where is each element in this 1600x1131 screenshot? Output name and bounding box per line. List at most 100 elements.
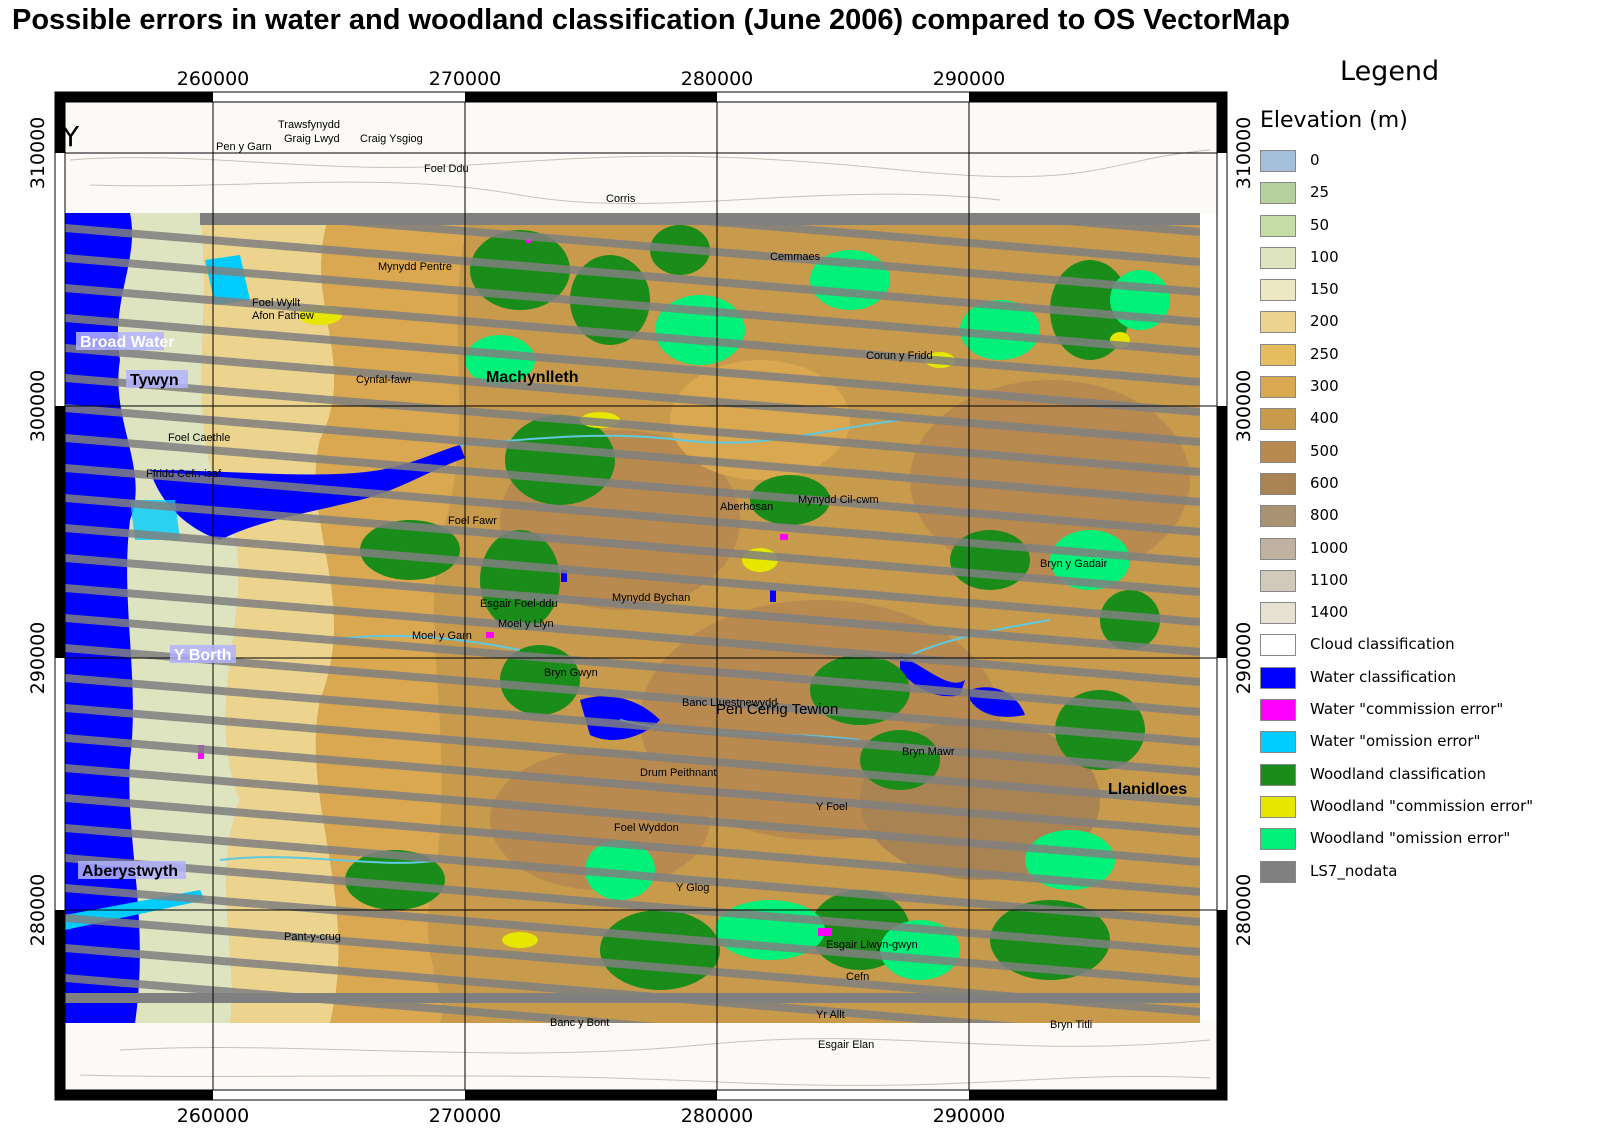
basemap-top-strip	[65, 102, 1217, 214]
grid-y-right-0: 310000	[1233, 117, 1255, 190]
place-label: Moel y Llyn	[498, 618, 554, 630]
legend-swatch	[1260, 666, 1296, 689]
legend-label: 0	[1310, 151, 1320, 169]
legend-label: 800	[1310, 506, 1339, 525]
place-label: Esgair Foel-ddu	[480, 598, 558, 610]
legend-label: Woodland classification	[1310, 764, 1487, 783]
place-label: Pen Cerrig Tewion	[716, 701, 838, 718]
legend-swatch	[1260, 150, 1296, 172]
place-label: Pant-y-crug	[284, 931, 341, 943]
legend-swatch	[1260, 795, 1296, 818]
place-label: Y Borth	[174, 647, 231, 664]
legend-swatch	[1260, 731, 1296, 754]
place-label: Bryn y Gadair	[1040, 558, 1108, 570]
place-label: Afon Fathew	[252, 310, 314, 322]
grid-x-top-3: 290000	[933, 68, 1006, 90]
legend-swatch	[1260, 440, 1296, 463]
basemap-bottom-strip	[65, 1020, 1217, 1090]
legend-label: 400	[1310, 409, 1339, 428]
legend-swatch	[1260, 472, 1296, 495]
place-label: Y Glog	[676, 882, 709, 894]
place-label: Aberystwyth	[82, 863, 178, 880]
legend-swatch	[1260, 408, 1296, 431]
legend-subtitle: Elevation (m)	[1260, 108, 1408, 133]
legend-swatch	[1260, 763, 1296, 786]
place-label: Mynydd Bychan	[612, 592, 690, 604]
grid-y-left-1: 300000	[27, 370, 49, 443]
legend-swatch	[1260, 214, 1296, 237]
place-label: Moel y Garn	[412, 630, 472, 642]
place-label: Esgair Llwyn-gwyn	[826, 939, 918, 951]
place-label: Corun y Fridd	[866, 350, 933, 362]
legend-swatch	[1260, 279, 1296, 302]
legend-swatch	[1260, 602, 1296, 625]
legend-swatch	[1260, 376, 1296, 399]
grid-y-left-2: 290000	[27, 622, 49, 695]
grid-y-right-2: 290000	[1233, 622, 1255, 695]
place-label: Foel Wyddon	[614, 822, 679, 834]
legend-label: 50	[1310, 215, 1330, 234]
frame-border-bars	[54, 91, 1228, 1101]
legend-swatch	[1260, 569, 1296, 592]
place-label: Cefn	[846, 971, 869, 983]
place-label: Foel Ddu	[424, 163, 469, 175]
grid-x-top-2: 280000	[681, 68, 754, 90]
grid-x-bottom-0: 260000	[177, 1105, 250, 1127]
legend-label: 600	[1310, 473, 1339, 492]
legend-swatch	[1260, 828, 1296, 851]
place-label: Llanidloes	[1108, 781, 1187, 798]
legend-label: 200	[1310, 312, 1339, 331]
legend-label: Water "omission error"	[1310, 732, 1481, 751]
grid-y-left-3: 280000	[27, 874, 49, 947]
legend-label: 250	[1310, 344, 1339, 363]
place-label: Aberhosan	[720, 501, 773, 513]
legend-label: 150	[1310, 280, 1339, 299]
grid-x-bottom-2: 280000	[681, 1105, 754, 1127]
legend-label: Water classification	[1310, 667, 1457, 686]
legend-label: Cloud classification	[1310, 635, 1455, 654]
map-title: Possible errors in water and woodland cl…	[12, 4, 1290, 36]
place-label: Foel Wyllt	[252, 297, 300, 309]
legend-label: 1000	[1310, 538, 1349, 557]
place-label: Graig Lwyd	[284, 133, 340, 145]
legend-label: 1100	[1310, 570, 1349, 589]
legend-label: Water "commission error"	[1310, 700, 1504, 719]
dovey-estuary	[150, 445, 465, 540]
legend-label: 1400	[1310, 603, 1349, 622]
place-label: Bryn Mawr	[902, 746, 955, 758]
legend-label: 25	[1310, 183, 1330, 202]
legend-label: 500	[1310, 441, 1339, 460]
place-label: Y Foel	[816, 801, 848, 813]
legend-swatch	[1260, 699, 1296, 722]
legend-swatch	[1260, 182, 1296, 205]
legend-label: 100	[1310, 247, 1339, 266]
place-label: Banc Lluestnewydd	[682, 697, 777, 709]
legend-swatch	[1260, 343, 1296, 366]
place-label: Craig Ysgiog	[360, 133, 423, 145]
place-label: Esgair Elan	[818, 1039, 874, 1051]
place-label: Broad Water	[80, 334, 175, 351]
legend-swatch	[1260, 246, 1296, 269]
north-letter: Y	[61, 120, 80, 153]
grid-x-bottom-1: 270000	[429, 1105, 502, 1127]
grid-y-left-0: 310000	[27, 117, 49, 190]
legend-swatch	[1260, 311, 1296, 334]
place-label: Yr Allt	[816, 1009, 845, 1021]
grid-x-bottom-3: 290000	[933, 1105, 1006, 1127]
place-label: Mynydd Pentre	[378, 261, 452, 273]
place-label: Bryn Titli	[1050, 1019, 1092, 1031]
place-label: Cynfal-fawr	[356, 374, 412, 386]
place-label: Bryn Gwyn	[544, 667, 598, 679]
grid-lines	[65, 102, 1217, 1090]
legend-label: Woodland "commission error"	[1310, 796, 1534, 815]
place-label: Cemmaes	[770, 251, 821, 263]
legend-swatch	[1260, 860, 1296, 883]
legend-swatch	[1260, 537, 1296, 560]
legend-label: Woodland "omission error"	[1310, 829, 1511, 848]
place-label: Foel Caethle	[168, 432, 230, 444]
legend-label: LS7_nodata	[1310, 861, 1398, 880]
place-label: Drum Peithnant	[640, 767, 716, 779]
place-label: Mynydd Cil-cwm	[798, 494, 879, 506]
legend-title: Legend	[1340, 56, 1440, 87]
